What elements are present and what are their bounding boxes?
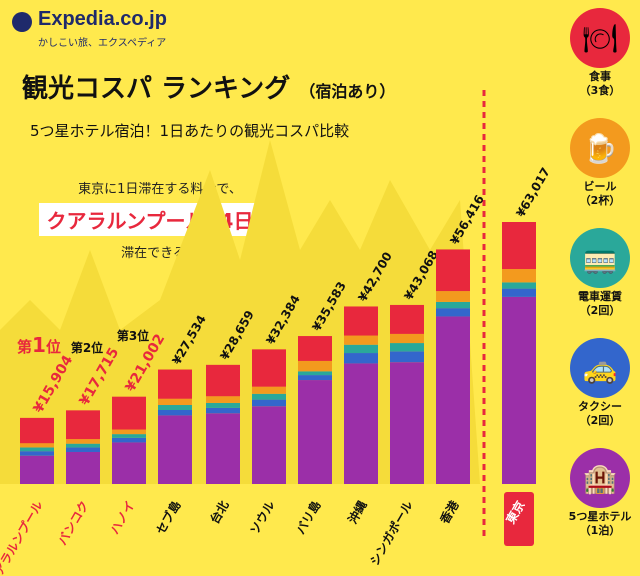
expedia-logo: Expedia.co.jp かしこい旅、エクスペディア: [12, 6, 182, 54]
bar-hotel-9: [436, 316, 470, 484]
bar-taxi-5: [252, 399, 286, 407]
legend-icons: 🍽 食事 （3食） 🍺 ビール （2杯） 🚃 電車運賃 （2回） 🚕 タクシー （2回） 🏨 5つ…: [560, 0, 640, 576]
bar-train-8: [390, 343, 424, 352]
bar-meal-5: [252, 349, 286, 387]
bar-meal-3: [158, 369, 192, 399]
bar-hotel-8: [390, 362, 424, 484]
category-label-1: バンコク: [55, 499, 91, 548]
bar-taxi-4: [206, 407, 240, 414]
bar-train-2: [112, 434, 146, 438]
bar-taxi-1: [66, 447, 100, 452]
bar-meal-4: [206, 364, 240, 397]
bar-hotel-5: [252, 406, 286, 484]
bar-train-1: [66, 443, 100, 448]
bar-taxi-8: [390, 351, 424, 363]
bar-beer-10: [502, 269, 536, 283]
bar-hotel-1: [66, 451, 100, 484]
bar-train-0: [20, 447, 54, 452]
legend-item-1: 🍺 ビール （2杯）: [560, 118, 640, 208]
bar-beer-1: [66, 439, 100, 444]
legend-item-4: 🏨 5つ星ホテル （1泊）: [560, 448, 640, 538]
bar-train-10: [502, 282, 536, 289]
bar-taxi-3: [158, 409, 192, 416]
stacked-bar-chart: ¥15,904クアラルンプール¥17,715バンコク¥21,002ハノイ¥27,…: [0, 90, 553, 576]
taxi-icon: 🚕: [570, 338, 630, 398]
brand-tagline: かしこい旅、エクスペディア: [38, 38, 167, 49]
bar-beer-3: [158, 398, 192, 406]
legend-label-4: 5つ星ホテル （1泊）: [568, 510, 632, 537]
bar-hotel-0: [20, 455, 54, 484]
bar-hotel-3: [158, 415, 192, 484]
meal-icon: 🍽: [570, 8, 630, 68]
bar-taxi-2: [112, 437, 146, 443]
bar-meal-7: [344, 306, 378, 336]
rank-label-1: 第1位: [17, 333, 61, 357]
bar-meal-6: [298, 336, 332, 361]
legend-label-2: 電車運賃 （2回）: [578, 290, 622, 317]
train-icon: 🚃: [570, 228, 630, 288]
bar-taxi-6: [298, 375, 332, 381]
bar-hotel-7: [344, 363, 378, 484]
legend-label-0: 食事 （3食）: [579, 70, 621, 97]
bar-train-3: [158, 405, 192, 410]
bar-train-5: [252, 393, 286, 400]
legend-item-3: 🚕 タクシー （2回）: [560, 338, 640, 428]
bar-beer-7: [344, 335, 378, 345]
bar-beer-4: [206, 396, 240, 403]
bar-taxi-7: [344, 353, 378, 364]
bar-meal-9: [436, 249, 470, 292]
category-label-7: 沖縄: [345, 498, 370, 526]
bar-train-7: [344, 344, 378, 354]
bar-meal-10: [502, 222, 536, 270]
hotel-icon: 🏨: [570, 448, 630, 508]
globe-icon: [12, 12, 32, 32]
bar-meal-0: [20, 417, 54, 444]
legend-item-0: 🍽 食事 （3食）: [560, 8, 640, 98]
category-label-3: セブ島: [153, 498, 184, 537]
bar-hotel-6: [298, 380, 332, 484]
page-subtitle: 5つ星ホテル宿泊！1日あたりの観光コスパ比較: [30, 122, 350, 140]
rank-label-3: 第3位: [117, 328, 149, 343]
bar-taxi-9: [436, 308, 470, 317]
legend-label-3: タクシー （2回）: [578, 400, 622, 427]
callout-city: クアラルンプール: [46, 209, 206, 233]
bar-meal-8: [390, 304, 424, 334]
bar-hotel-2: [112, 442, 146, 484]
bar-train-4: [206, 402, 240, 408]
bar-taxi-10: [502, 288, 536, 297]
bar-meal-1: [66, 410, 100, 440]
beer-icon: 🍺: [570, 118, 630, 178]
callout-line1: 東京に1日滞在する料金で、: [78, 182, 242, 197]
category-label-8: シンガポール: [367, 498, 416, 568]
bar-beer-2: [112, 429, 146, 435]
category-label-2: ハノイ: [107, 499, 137, 537]
legend-label-1: ビール （2杯）: [579, 180, 621, 207]
bar-beer-8: [390, 333, 424, 344]
category-label-0: クアラルンプール: [0, 498, 46, 576]
title-text: 観光コスパ ランキング: [22, 74, 291, 104]
brand-name: Expedia.co.jp: [38, 8, 167, 30]
category-label-4: 台北: [207, 498, 232, 526]
bar-beer-9: [436, 291, 470, 302]
bar-hotel-10: [502, 296, 536, 484]
category-label-5: ソウル: [247, 499, 277, 537]
category-label-9: 香港: [436, 497, 462, 527]
bar-train-6: [298, 371, 332, 376]
bar-train-9: [436, 301, 470, 309]
title-note: （宿泊あり）: [299, 82, 396, 101]
page-title: 観光コスパ ランキング （宿泊あり）: [22, 68, 395, 105]
bar-beer-5: [252, 386, 286, 394]
callout-box: 東京に1日滞在する料金で、 クアラルンプールに4日間 滞在できる！: [0, 178, 320, 261]
total-label-10: ¥63,017: [513, 165, 552, 219]
bar-hotel-4: [206, 413, 240, 484]
legend-item-2: 🚃 電車運賃 （2回）: [560, 228, 640, 318]
category-label-6: バリ島: [293, 498, 324, 537]
rank-label-2: 第2位: [71, 340, 103, 355]
tokyo-label-bg: [504, 492, 534, 546]
bar-beer-0: [20, 443, 54, 448]
bar-meal-2: [112, 396, 146, 430]
bar-taxi-0: [20, 451, 54, 456]
bar-beer-6: [298, 360, 332, 372]
